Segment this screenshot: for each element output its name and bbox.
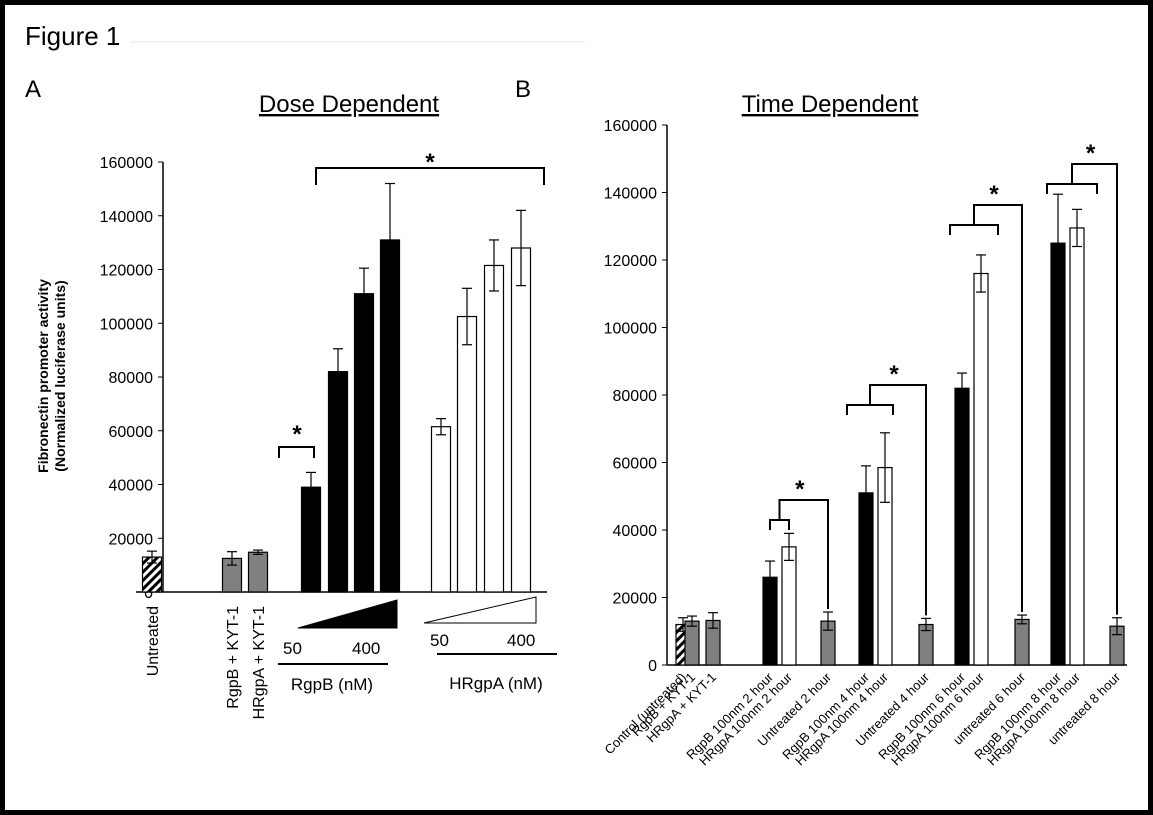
panel-b-significance-bracket xyxy=(973,204,1023,613)
panel-a-significance-star: * xyxy=(425,149,435,176)
panel-a-y-axis-label: Fibronectin promoter activity(Normalized… xyxy=(35,279,68,473)
panel-b-significance-star: * xyxy=(795,476,805,503)
figure-title: Figure 1 xyxy=(25,21,120,51)
panel-a: A Dose Dependent Fibronectin promoter ac… xyxy=(25,76,557,719)
panel-a-significance-bracket xyxy=(315,167,545,185)
panel-b-y-tick-label: 140000 xyxy=(604,186,657,203)
panel-b-y-tick-label: 20000 xyxy=(613,591,658,608)
panel-a-bar xyxy=(300,486,322,593)
panel-a-dose-group-label: HRgpA (nM) xyxy=(449,674,543,693)
panel-a-bar xyxy=(353,293,375,593)
panel-b-y-tick-label: 40000 xyxy=(613,523,658,540)
panel-a-dose-group-label: RgpB (nM) xyxy=(291,675,373,694)
panel-b-y-tick-label: 80000 xyxy=(613,388,658,405)
panel-a-bar xyxy=(327,371,349,593)
panel-b-bar xyxy=(781,546,797,666)
panel-b-significance: * * * * xyxy=(769,140,1118,616)
panel-a-y-tick-label: 140000 xyxy=(100,209,153,226)
panel-b-bar xyxy=(973,272,989,666)
panel-b-pair-bracket xyxy=(1046,183,1098,194)
panel-a-dose-low-label: 50 xyxy=(283,639,302,658)
panel-b-bar xyxy=(1050,242,1066,666)
panel-a-label: A xyxy=(25,76,41,103)
panel-a-y-axis-label-line: (Normalized luciferase units) xyxy=(52,280,68,471)
panel-b-y-tick-label: 0 xyxy=(648,658,657,675)
panel-a-significance-bracket xyxy=(278,446,315,458)
panel-b-label: B xyxy=(515,76,531,103)
panel-a-dose-high-label: 400 xyxy=(352,639,380,658)
panel-b-pair-bracket xyxy=(949,224,999,235)
panel-a-y-tick-label: 40000 xyxy=(109,478,154,495)
panel-a-significance-star: * xyxy=(292,421,302,448)
panel-a-y-tick-label: 0 xyxy=(144,585,153,602)
panel-b-y-ticks: 0 20000 40000 60000 80000 100000 120000 140000 1… xyxy=(604,118,667,675)
panel-a-x-tick-labels: Untreated RgpB + KYT-1 HRgpA + KYT-1 xyxy=(145,606,268,719)
panel-a-y-tick-label: 20000 xyxy=(109,531,154,548)
panel-b-bar xyxy=(1069,227,1085,666)
panel-a-significance: ** xyxy=(278,149,545,458)
panel-b-bar xyxy=(1014,618,1030,666)
panel-a-dose-high-label: 400 xyxy=(507,631,535,650)
panel-a-x-tick-label: RgpB + KYT-1 xyxy=(225,606,242,709)
panel-b: B Time Dependent 0 20000 40000 60000 80000 10… xyxy=(515,76,1127,769)
panel-b-pair-bracket xyxy=(846,404,894,415)
panel-b-y-tick-label: 60000 xyxy=(613,456,658,473)
panel-b-significance-star: * xyxy=(1086,140,1096,167)
panel-a-x-tick-label: HRgpA + KYT-1 xyxy=(251,606,268,719)
panel-a-y-tick-label: 120000 xyxy=(100,263,153,280)
panel-b-significance-bracket xyxy=(1071,163,1118,615)
panel-a-x-tick-label: Untreated xyxy=(145,606,162,676)
panel-a-dose-wedge-hrgpa xyxy=(423,596,537,624)
panel-a-dose-low-label: 50 xyxy=(430,631,449,650)
panel-a-y-tick-label: 160000 xyxy=(100,155,153,172)
panel-a-dose-wedge-rgpb xyxy=(297,599,398,629)
panel-a-y-tick-label: 80000 xyxy=(109,370,154,387)
panel-a-y-tick-label: 100000 xyxy=(100,316,153,333)
panel-b-bars xyxy=(675,193,1125,666)
panel-a-bar xyxy=(247,551,269,593)
panel-a-bar xyxy=(510,247,532,593)
panel-b-significance-bracket xyxy=(778,499,829,610)
panel-b-y-tick-label: 100000 xyxy=(604,321,657,338)
panel-a-bar xyxy=(483,264,505,593)
panel-b-bar xyxy=(684,620,700,666)
panel-a-y-tick-label: 60000 xyxy=(109,424,154,441)
panel-b-significance-bracket xyxy=(869,384,927,616)
panel-a-title: Dose Dependent xyxy=(259,91,439,118)
panel-a-bar xyxy=(456,315,478,593)
panel-b-significance-star: * xyxy=(989,181,999,208)
panel-a-bar xyxy=(430,426,452,593)
panel-b-significance-star: * xyxy=(889,361,899,388)
panel-a-dose-groups: 50 400 RgpB (nM) 50 400 HRgpA (nM) xyxy=(278,596,557,694)
panel-b-y-tick-label: 160000 xyxy=(604,118,657,135)
panel-b-title: Time Dependent xyxy=(742,91,919,118)
panel-b-pair-bracket xyxy=(769,519,790,530)
panel-b-y-tick-label: 120000 xyxy=(604,253,657,270)
panel-b-bar xyxy=(954,387,970,666)
panel-a-bars xyxy=(141,182,532,593)
panel-a-y-ticks: 0 20000 40000 60000 80000 100000 120000 140000 1… xyxy=(100,155,163,602)
panel-a-y-axis-label-line: Fibronectin promoter activity xyxy=(35,279,51,473)
